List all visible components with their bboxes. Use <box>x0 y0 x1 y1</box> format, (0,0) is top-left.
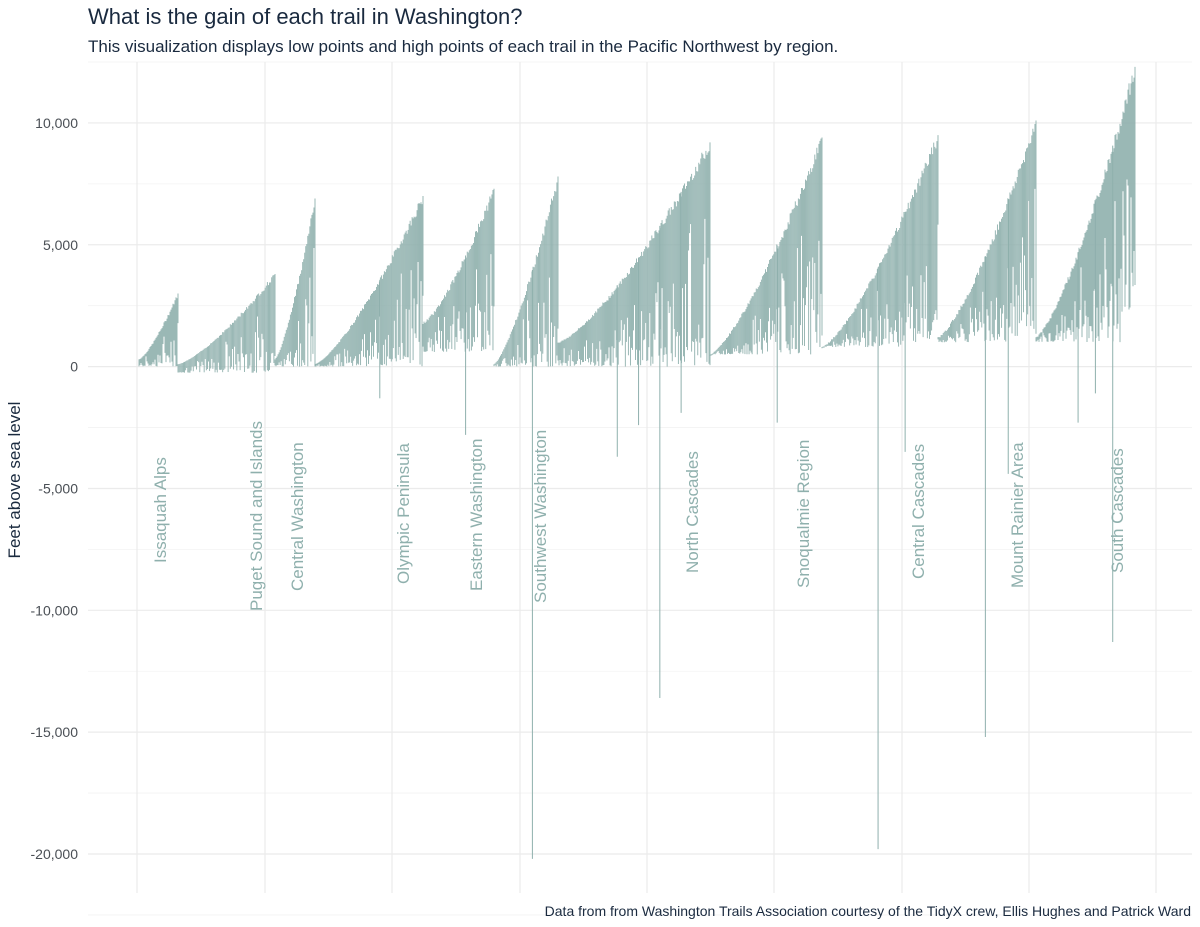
region-label: Southwest Washington <box>531 430 550 603</box>
y-tick-label: 0 <box>70 359 78 375</box>
region-label: North Cascades <box>683 451 702 573</box>
region-label: Olympic Peninsula <box>394 443 413 584</box>
region-bars <box>422 188 495 435</box>
region-label: Central Cascades <box>909 444 928 579</box>
y-tick-label: -15,000 <box>31 724 79 740</box>
chart-caption: Data from from Washington Trails Associa… <box>544 903 1191 919</box>
region-bars <box>821 135 939 850</box>
y-tick-label: -5,000 <box>38 480 78 496</box>
chart-subtitle: This visualization displays low points a… <box>88 37 839 56</box>
region-label: South Cascades <box>1108 448 1127 573</box>
y-axis-ticks: 10,000 5,000 0 -5,000 -10,000 -15,000 -20,000 <box>31 115 79 862</box>
region-label: Puget Sound and Islands <box>247 421 266 611</box>
y-tick-label: -10,000 <box>31 602 79 618</box>
bars-layer <box>138 66 1136 859</box>
region-label: Eastern Washington <box>467 439 486 591</box>
chart-title: What is the gain of each trail in Washin… <box>88 4 523 29</box>
region-labels: Issaquah Alps Puget Sound and Islands Cent… <box>151 421 1127 611</box>
region-label: Issaquah Alps <box>151 457 170 563</box>
region-label: Snoqualmie Region <box>794 440 813 588</box>
region-bars <box>493 176 559 859</box>
y-tick-label: 5,000 <box>43 237 78 253</box>
region-label: Central Washington <box>288 442 307 591</box>
y-tick-label: -20,000 <box>31 846 79 862</box>
y-axis-label: Feet above sea level <box>5 402 24 559</box>
region-bars <box>1035 66 1136 642</box>
region-bars <box>709 137 823 423</box>
region-label: Mount Rainier Area <box>1008 442 1027 588</box>
region-bars <box>274 198 316 367</box>
y-tick-label: 10,000 <box>35 115 78 131</box>
region-bars <box>314 196 424 399</box>
region-bars <box>557 142 711 699</box>
region-bars <box>177 274 276 373</box>
region-bars <box>138 293 179 367</box>
region-bars <box>937 120 1037 738</box>
